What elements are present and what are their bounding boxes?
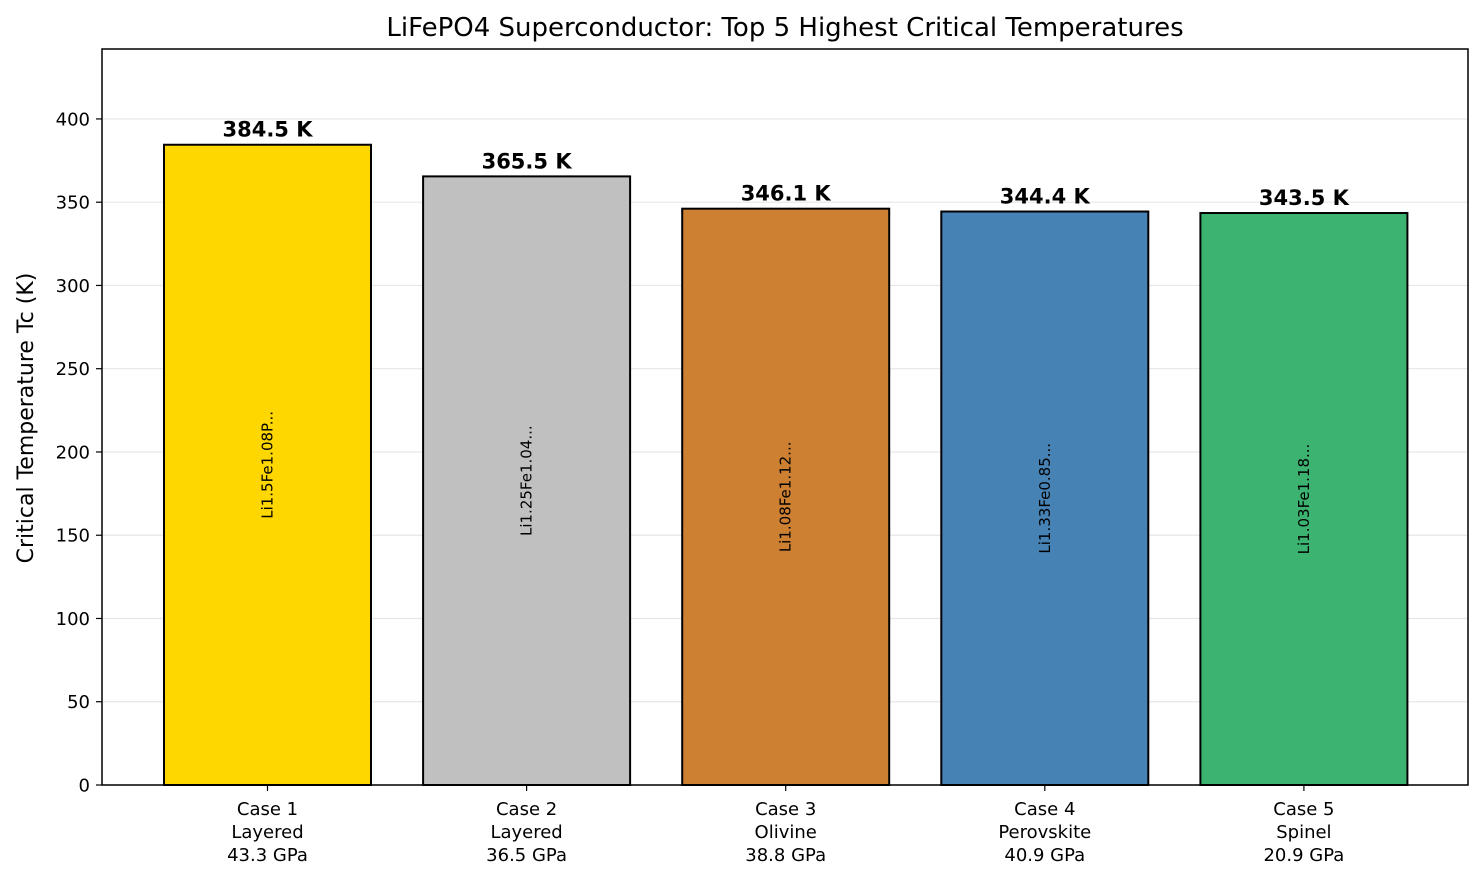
y-tick-label: 100: [56, 609, 90, 630]
x-tick-label: Olivine: [755, 822, 817, 843]
y-tick-label: 150: [56, 526, 90, 547]
x-tick-label: Layered: [231, 822, 303, 843]
y-tick-label: 400: [56, 109, 90, 130]
y-axis-label: Critical Temperature Tc (K): [14, 273, 39, 564]
bar-value-label: 343.5 K: [1259, 186, 1350, 210]
x-tick-label: Spinel: [1276, 822, 1331, 843]
bar: [163, 143, 372, 787]
y-tick-label: 250: [56, 359, 90, 380]
x-tick-label: 43.3 GPa: [227, 845, 308, 866]
y-tick-label: 300: [56, 276, 90, 297]
y-tick-label: 350: [56, 193, 90, 214]
y-tick-label: 0: [79, 776, 90, 797]
bar-inner-label: Li1.33Fe0.85...: [1036, 443, 1054, 554]
bars-group: 384.5 K Li1.5Fe1.08P... 365.5 K Li1.25Fe1.0…: [163, 118, 1409, 787]
x-tick-label: Case 1: [237, 799, 298, 820]
chart-title: LiFePO4 Superconductor: Top 5 Highest Cr…: [386, 13, 1183, 43]
y-tick-label: 50: [67, 692, 90, 713]
x-tick-label: 38.8 GPa: [745, 845, 826, 866]
plot-frame: [101, 48, 1469, 786]
x-tick-label: 40.9 GPa: [1004, 845, 1085, 866]
bar-value-label: 365.5 K: [482, 149, 573, 173]
x-tick-label: 20.9 GPa: [1263, 845, 1344, 866]
bar-value-label: 346.1 K: [741, 182, 832, 206]
y-axis: 0 50 100 150 200 250 300 350 400: [56, 109, 102, 797]
bar-inner-label: Li1.25Fe1.04...: [518, 425, 536, 536]
bar-value-label: 344.4 K: [1000, 185, 1091, 209]
x-tick-label: 36.5 GPa: [486, 845, 567, 866]
x-tick-label: Case 3: [755, 799, 816, 820]
x-tick-label: Case 2: [496, 799, 557, 820]
bar-inner-label: Li1.08Fe1.12...: [777, 442, 795, 553]
x-tick-label: Perovskite: [998, 822, 1091, 843]
x-tick-label: Case 4: [1014, 799, 1075, 820]
bar-value-label: 384.5 K: [222, 118, 313, 142]
x-tick-label: Layered: [490, 822, 562, 843]
y-tick-label: 200: [56, 442, 90, 463]
bar-inner-label: Li1.5Fe1.08P...: [259, 411, 277, 519]
x-tick-label: Case 5: [1273, 799, 1334, 820]
bar-inner-label: Li1.03Fe1.18...: [1295, 444, 1313, 555]
